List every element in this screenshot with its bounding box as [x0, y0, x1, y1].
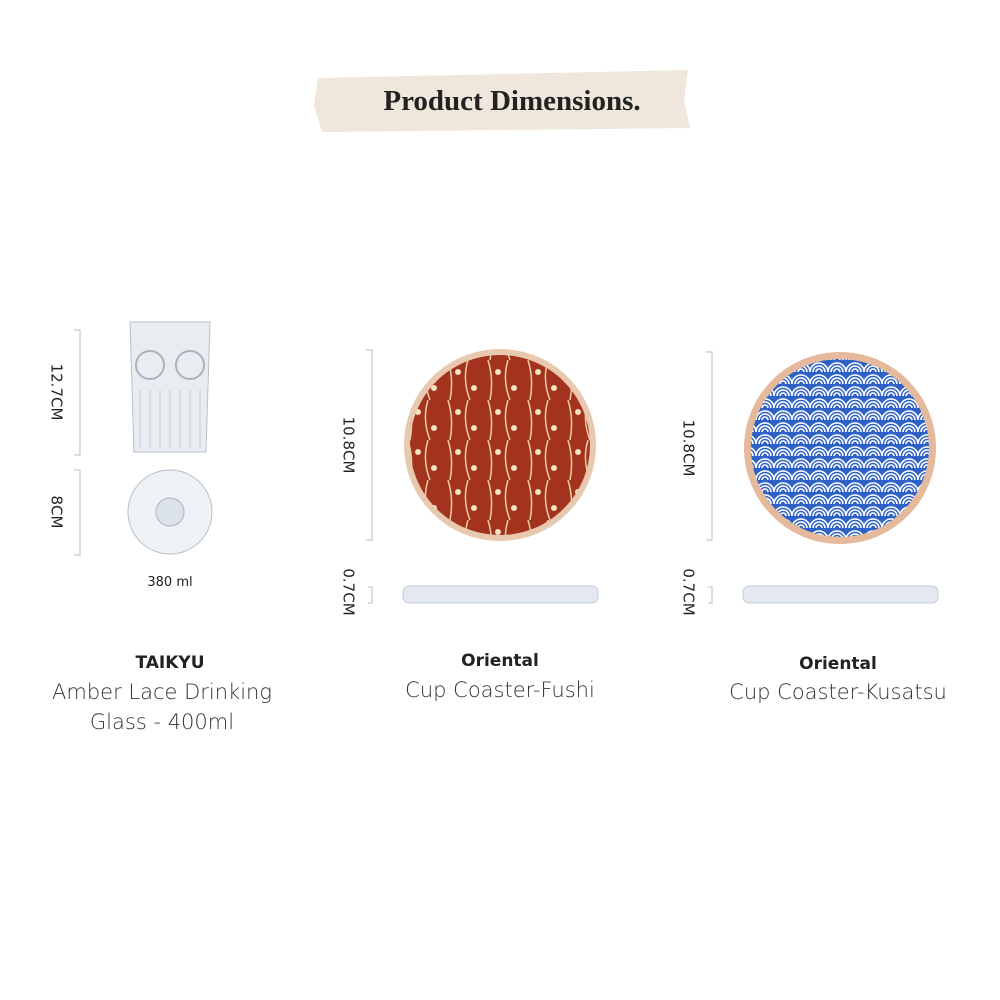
dimension-label: 12.7CM [48, 364, 66, 421]
dimension-label: 10.8CM [340, 417, 358, 474]
brand: TAIKYU [135, 653, 204, 673]
page-title: Product Dimensions. [383, 85, 640, 117]
product-name: Cup Coaster-Fushi [405, 678, 595, 702]
coaster-pattern [751, 359, 929, 537]
volume: 380 ml [147, 575, 192, 590]
glass-bottom [127, 469, 213, 555]
coaster-side [402, 585, 599, 604]
coaster-side [742, 585, 939, 604]
dimension-ruler [74, 329, 81, 556]
dimension-label: 0.7CM [340, 568, 358, 615]
product-name: Glass - 400ml [90, 710, 234, 734]
title-banner [314, 70, 690, 132]
dimension-label: 0.7CM [680, 568, 698, 615]
coaster-pattern [410, 355, 590, 535]
glass-side [129, 321, 211, 453]
brand: Oriental [461, 651, 539, 671]
brand: Oriental [799, 654, 877, 674]
product-name: Cup Coaster-Kusatsu [729, 680, 947, 704]
dimension-label: 10.8CM [680, 420, 698, 477]
dimension-ruler [706, 351, 713, 604]
dimension-label: 8CM [48, 496, 66, 529]
dimension-ruler [366, 349, 373, 604]
product-name: Amber Lace Drinking [52, 680, 272, 704]
